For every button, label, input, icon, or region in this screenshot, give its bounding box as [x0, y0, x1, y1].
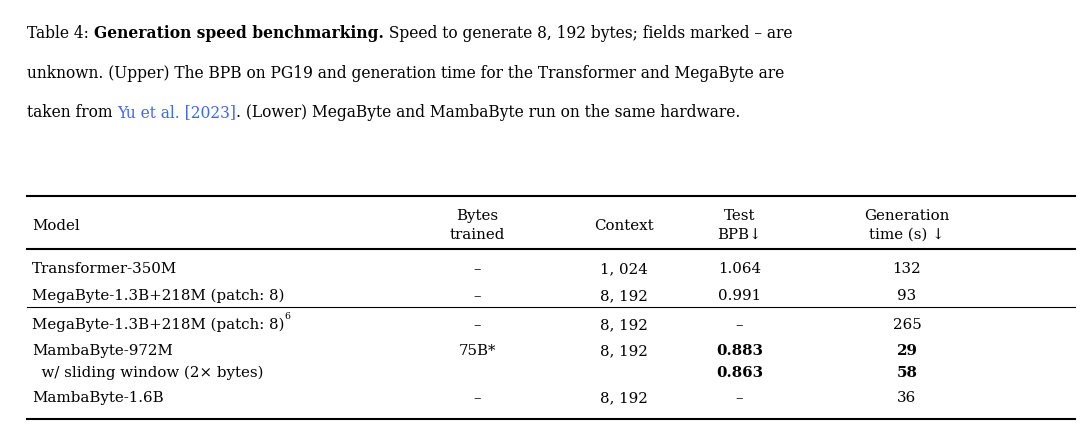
Text: –: –	[474, 318, 482, 332]
Text: 36: 36	[897, 391, 917, 405]
Text: Generation
time (s) ↓: Generation time (s) ↓	[864, 210, 949, 242]
Text: MambaByte-972M: MambaByte-972M	[32, 344, 173, 358]
Text: Table 4:: Table 4:	[27, 26, 94, 43]
Text: 0.991: 0.991	[718, 289, 761, 303]
Text: 8, 192: 8, 192	[600, 344, 648, 358]
Text: 132: 132	[892, 262, 921, 276]
Text: Yu et al. [2023]: Yu et al. [2023]	[118, 104, 237, 121]
Text: 8, 192: 8, 192	[600, 391, 648, 405]
Text: 1, 024: 1, 024	[600, 262, 648, 276]
Text: unknown. (Upper) The BPB on PG19 and generation time for the Transformer and Meg: unknown. (Upper) The BPB on PG19 and gen…	[27, 65, 784, 82]
Text: 0.863: 0.863	[716, 366, 762, 380]
Text: Speed to generate 8, 192 bytes; fields marked – are: Speed to generate 8, 192 bytes; fields m…	[383, 26, 792, 43]
Text: –: –	[474, 391, 482, 405]
Text: Generation speed benchmarking.: Generation speed benchmarking.	[94, 26, 383, 43]
Text: 8, 192: 8, 192	[600, 289, 648, 303]
Text: Test
BPB↓: Test BPB↓	[717, 210, 761, 242]
Text: –: –	[735, 318, 743, 332]
Text: 75B*: 75B*	[459, 344, 496, 358]
Text: –: –	[474, 289, 482, 303]
Text: Context: Context	[594, 219, 654, 233]
Text: 93: 93	[897, 289, 917, 303]
Text: 6: 6	[285, 312, 291, 321]
Text: w/ sliding window (2× bytes): w/ sliding window (2× bytes)	[32, 366, 264, 380]
Text: 0.883: 0.883	[716, 344, 762, 358]
Text: 58: 58	[896, 366, 917, 380]
Text: –: –	[474, 262, 482, 276]
Text: 8, 192: 8, 192	[600, 318, 648, 332]
Text: taken from: taken from	[27, 104, 118, 121]
Text: . (Lower) MegaByte and MambaByte run on the same hardware.: . (Lower) MegaByte and MambaByte run on …	[237, 104, 741, 121]
Text: MegaByte-1.3B+218M (patch: 8): MegaByte-1.3B+218M (patch: 8)	[32, 289, 285, 303]
Text: –: –	[735, 391, 743, 405]
Text: Transformer-350M: Transformer-350M	[32, 262, 177, 276]
Text: 265: 265	[892, 318, 921, 332]
Text: MambaByte-1.6B: MambaByte-1.6B	[32, 391, 164, 405]
Text: Model: Model	[32, 219, 80, 233]
Text: 1.064: 1.064	[718, 262, 761, 276]
Text: 29: 29	[896, 344, 918, 358]
Text: MegaByte-1.3B+218M (patch: 8): MegaByte-1.3B+218M (patch: 8)	[32, 318, 285, 332]
Text: Bytes
trained: Bytes trained	[449, 210, 505, 242]
